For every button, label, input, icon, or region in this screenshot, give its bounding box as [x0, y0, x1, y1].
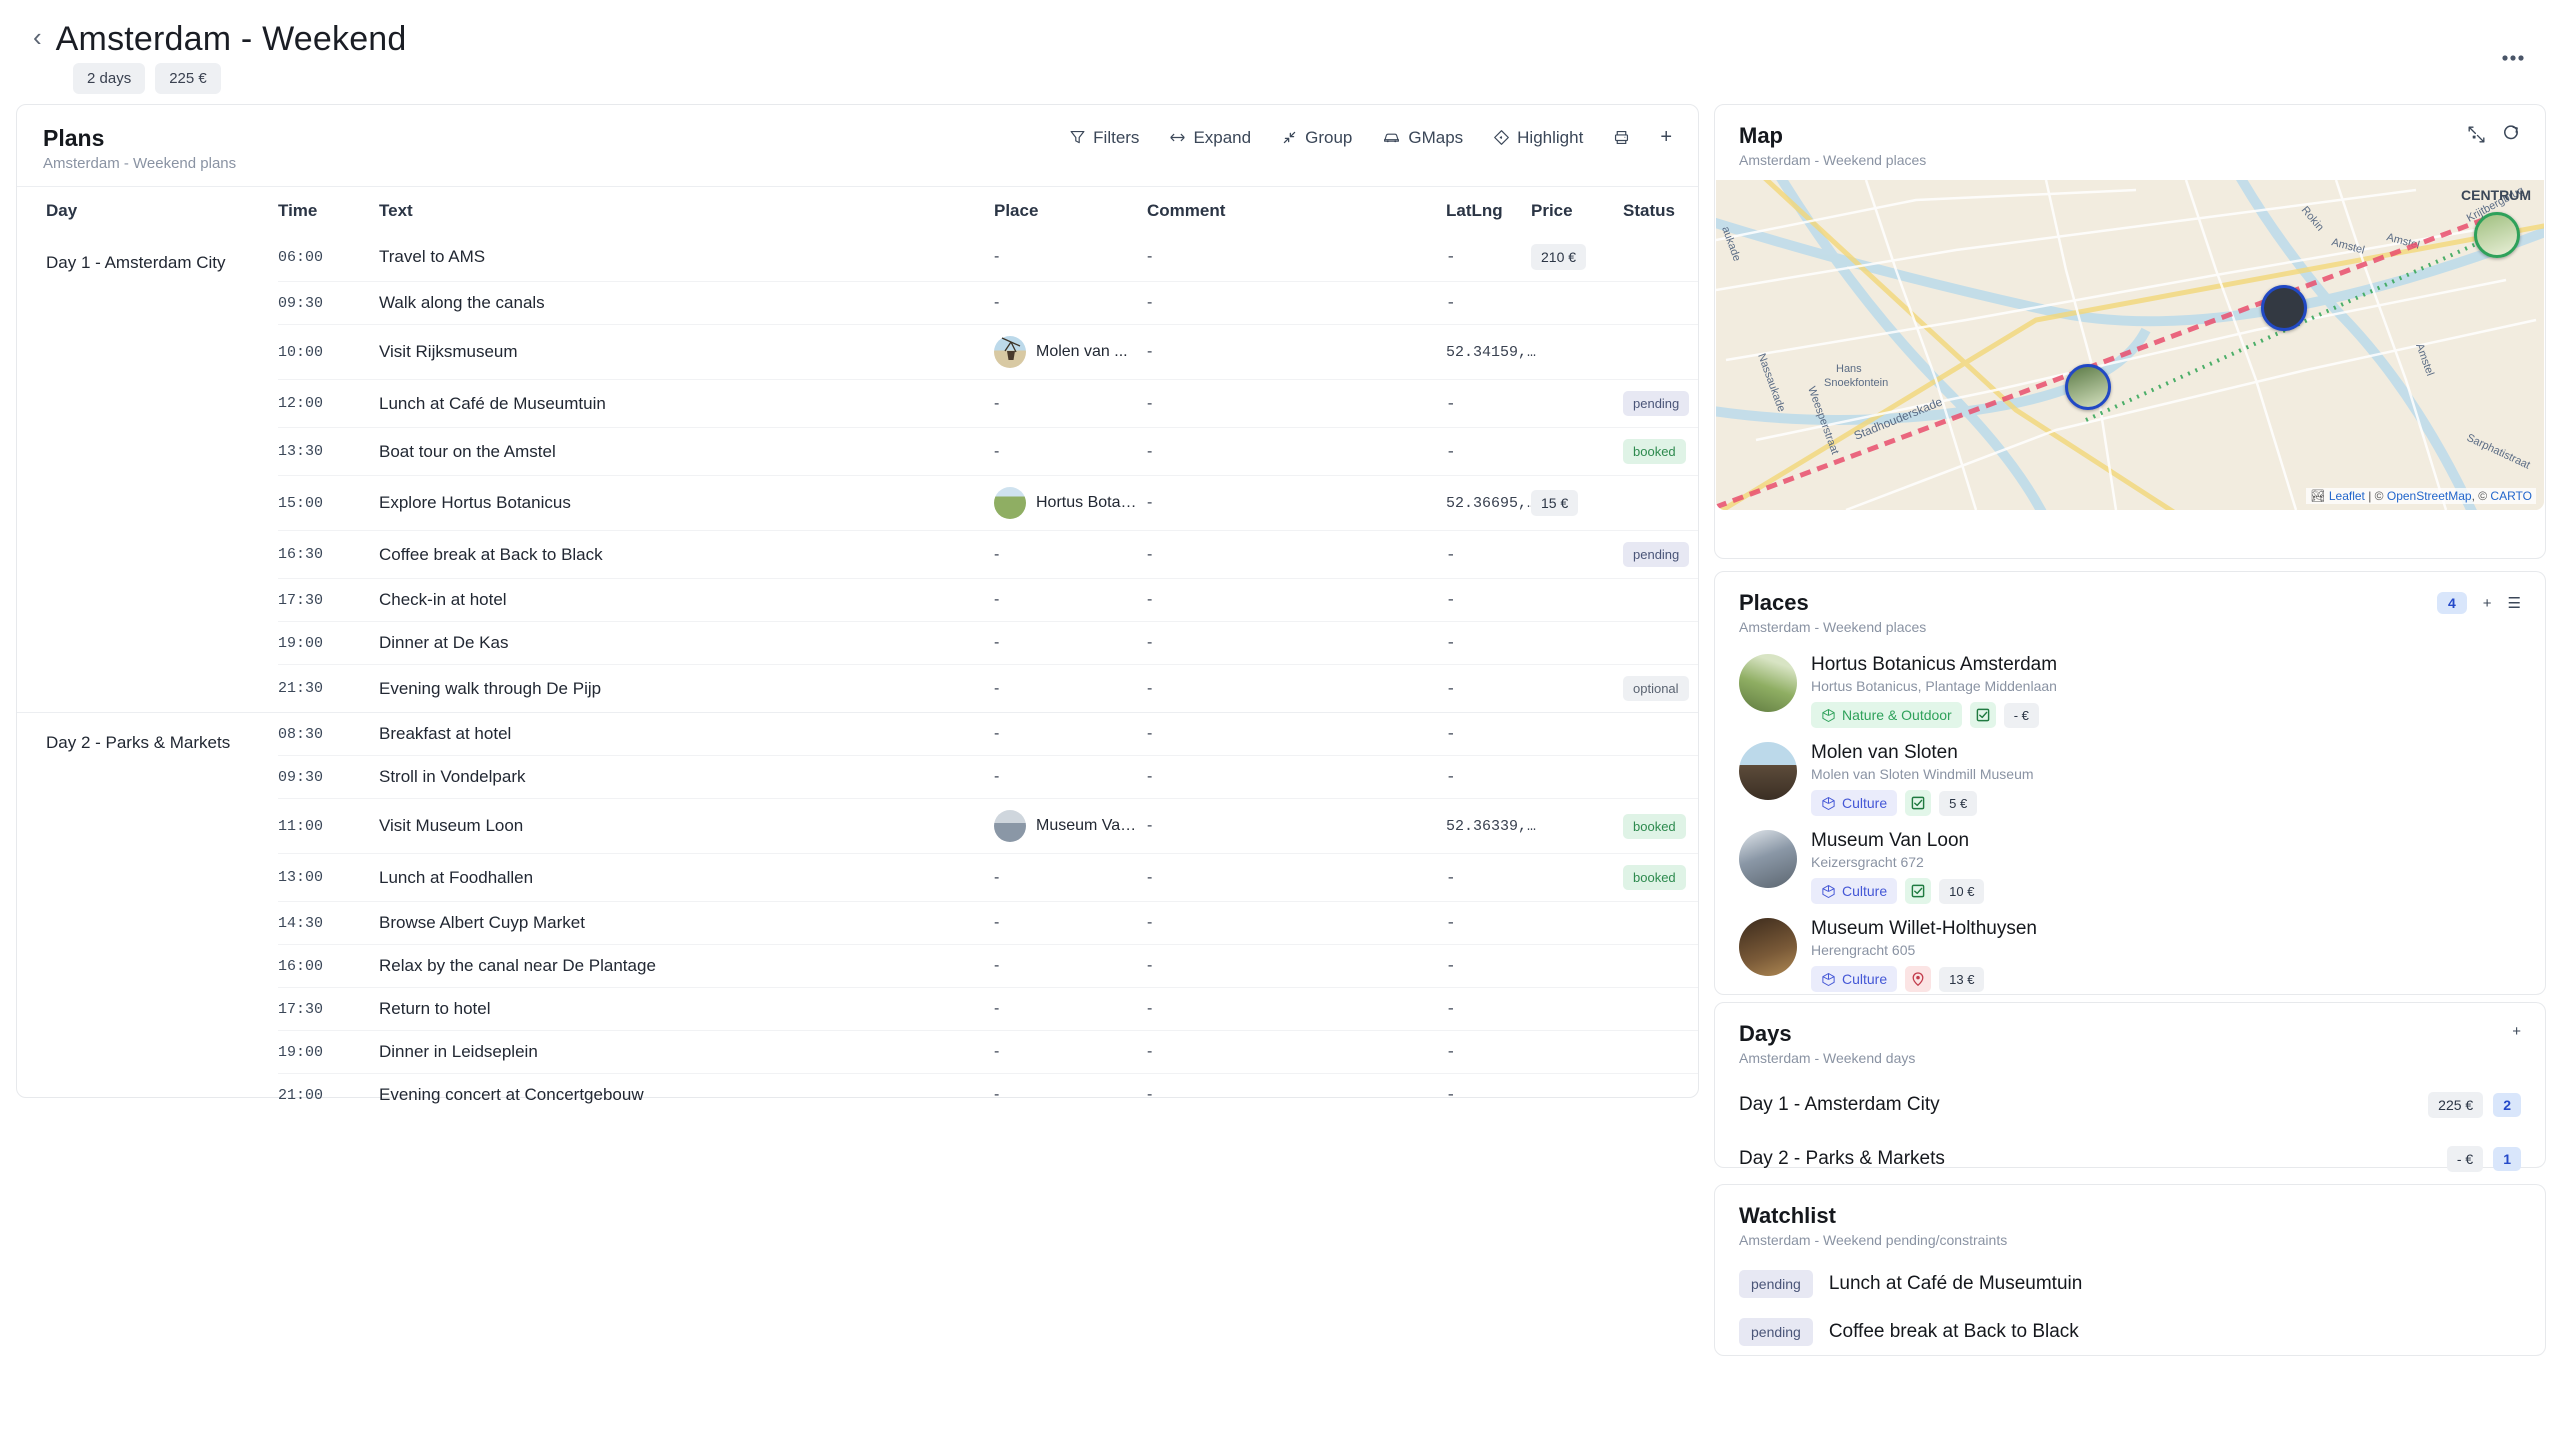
svg-text:CENTRUM: CENTRUM	[2461, 187, 2531, 203]
svg-text:Hans: Hans	[1836, 363, 1862, 375]
svg-text:Snoekfontein: Snoekfontein	[1824, 377, 1888, 389]
